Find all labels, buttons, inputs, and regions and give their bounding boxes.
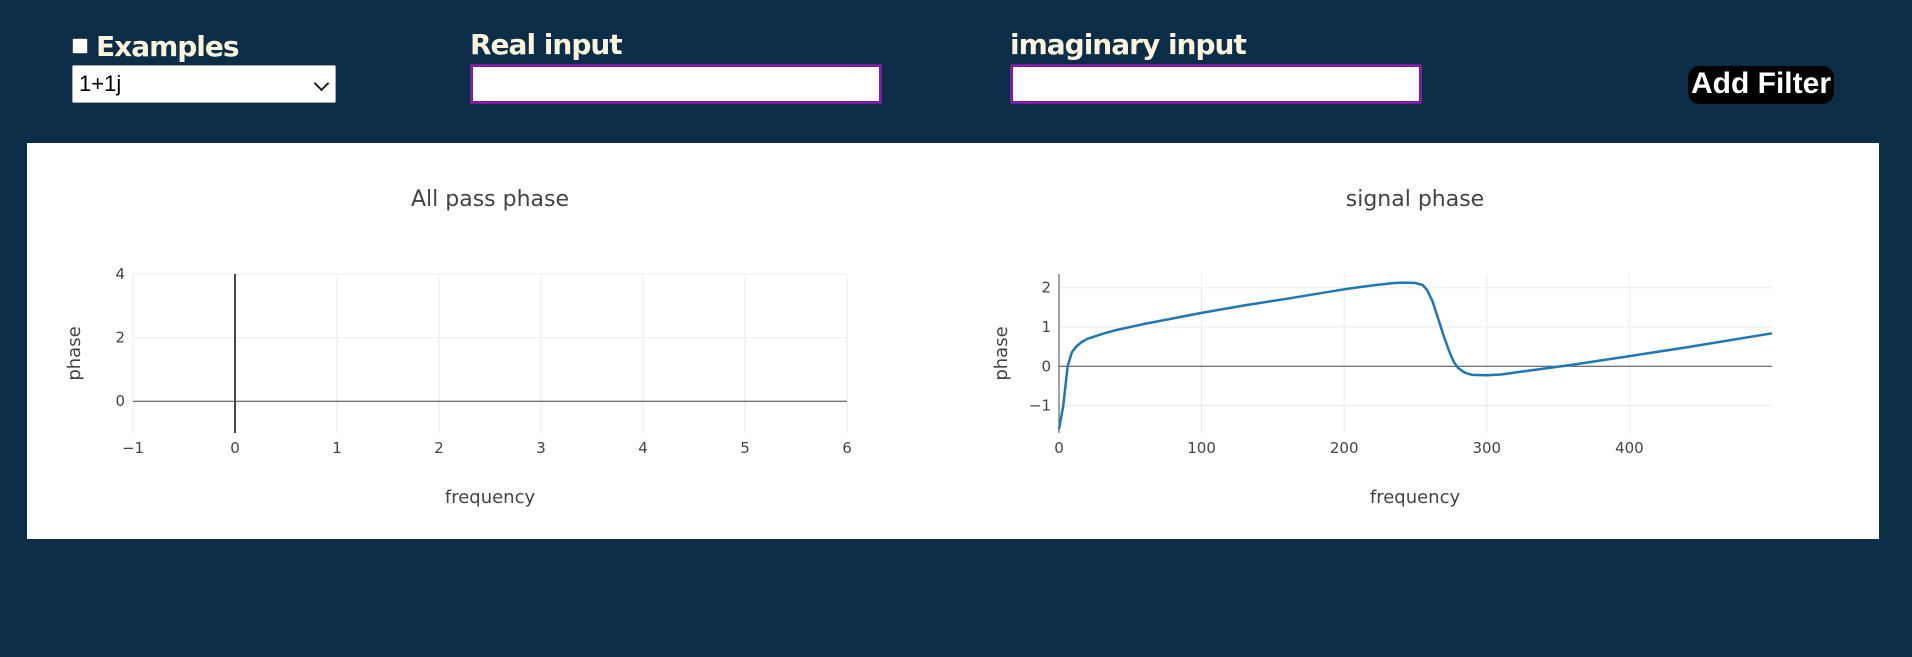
real-input[interactable] xyxy=(470,64,882,104)
y-tick-label: 0 xyxy=(115,392,125,410)
y-tick-label: 0 xyxy=(1041,357,1051,375)
x-axis-title: frequency xyxy=(1370,487,1461,508)
x-tick-label: 300 xyxy=(1472,439,1501,457)
x-tick-label: 0 xyxy=(1054,439,1064,457)
add-filter-label: Add Filter xyxy=(1691,67,1831,100)
y-tick-label: 2 xyxy=(1041,279,1051,297)
x-tick-label: 4 xyxy=(638,439,648,457)
chart-title: All pass phase xyxy=(411,187,569,212)
chevron-down-icon xyxy=(313,75,330,92)
examples-select[interactable]: 1+1j xyxy=(72,65,336,103)
series-line xyxy=(1057,281,1773,430)
x-axis-title: frequency xyxy=(445,487,536,508)
x-tick-label: 3 xyxy=(536,439,546,457)
y-axis-title: phase xyxy=(991,326,1012,380)
add-filter-button[interactable]: Add Filter xyxy=(1688,66,1834,104)
x-tick-label: 200 xyxy=(1330,439,1359,457)
x-tick-label: 2 xyxy=(434,439,444,457)
charts-panel: All pass phase frequency phase −1 0 1 2 3 4 5 6 0 2 4… xyxy=(27,143,1879,539)
x-tick-label: 5 xyxy=(740,439,750,457)
charts-svg: All pass phase frequency phase −1 0 1 2 3 4 5 6 0 2 4… xyxy=(64,187,1773,508)
chart-title: signal phase xyxy=(1346,187,1484,212)
x-tick-label: 400 xyxy=(1615,439,1644,457)
y-tick-label: −1 xyxy=(1029,397,1051,415)
examples-selected-value: 1+1j xyxy=(79,71,122,96)
x-tick-label: 100 xyxy=(1187,439,1216,457)
x-tick-label: 1 xyxy=(332,439,342,457)
imaginary-input-label: imaginary input xyxy=(1010,28,1247,61)
imaginary-input[interactable] xyxy=(1010,64,1422,104)
examples-label: Examples xyxy=(96,30,240,63)
y-tick-label: 4 xyxy=(115,265,125,283)
y-tick-label: 1 xyxy=(1041,318,1051,336)
x-tick-label: 6 xyxy=(842,439,852,457)
real-input-label: Real input xyxy=(470,28,623,61)
y-tick-label: 2 xyxy=(115,329,125,347)
examples-checkbox[interactable] xyxy=(72,38,88,54)
x-tick-label: 0 xyxy=(230,439,240,457)
y-axis-title: phase xyxy=(64,326,85,380)
x-tick-label: −1 xyxy=(122,439,144,457)
